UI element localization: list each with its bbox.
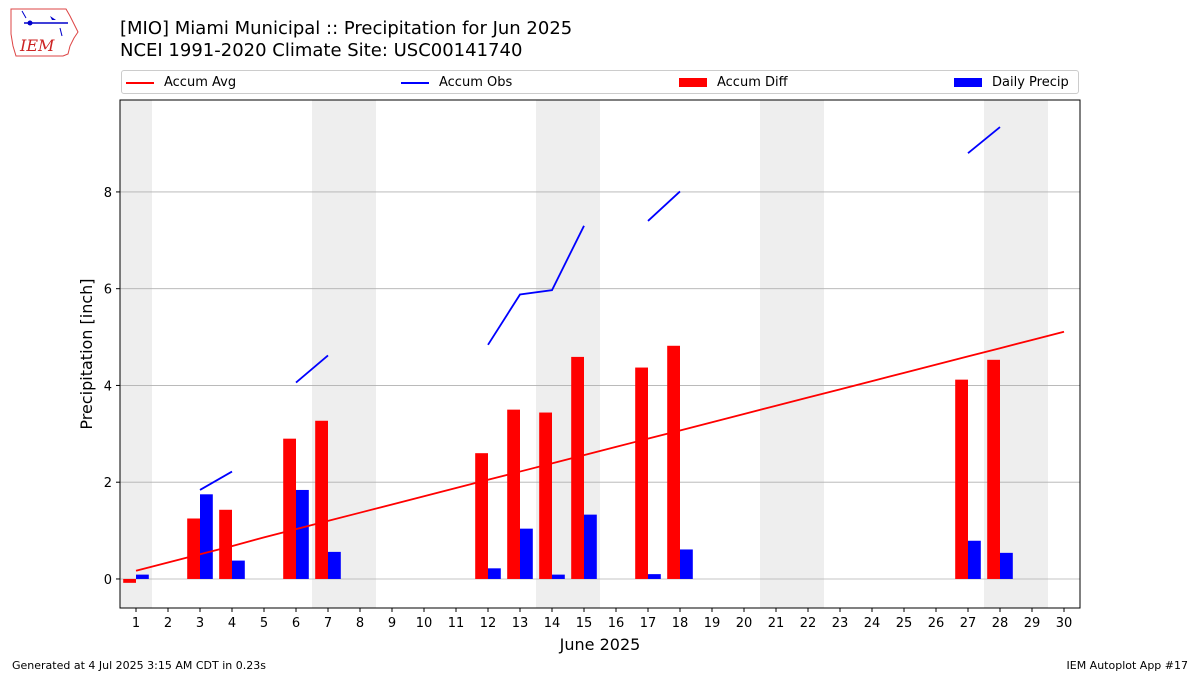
generated-timestamp: Generated at 4 Jul 2025 3:15 AM CDT in 0…	[12, 659, 266, 672]
daily-precip-bar	[680, 549, 693, 579]
chart-legend: Accum Avg Accum Obs Accum Diff Daily Pre…	[121, 70, 1079, 94]
x-tick-label: 18	[672, 616, 689, 631]
daily-precip-bar	[520, 528, 533, 579]
accum-diff-bar	[475, 453, 488, 579]
accum-avg-line	[135, 330, 1065, 572]
accum-diff-bar	[987, 359, 1000, 579]
y-tick-label: 4	[104, 379, 112, 394]
legend-label: Accum Diff	[717, 75, 788, 90]
x-tick-label: 27	[960, 616, 977, 631]
legend-swatch	[679, 78, 707, 87]
x-tick-label: 13	[512, 616, 529, 631]
daily-precip-bar	[232, 560, 245, 579]
x-tick-label: 10	[416, 616, 433, 631]
y-tick-label: 8	[104, 186, 112, 201]
legend-item-accum-diff: Accum Diff	[679, 74, 788, 92]
x-tick-label: 7	[324, 616, 332, 631]
legend-item-accum-avg: Accum Avg	[126, 74, 236, 92]
daily-precip-bar	[200, 494, 213, 579]
x-tick-label: 3	[196, 616, 204, 631]
daily-precip-bar	[584, 514, 597, 579]
x-tick-label: 16	[608, 616, 625, 631]
legend-label: Daily Precip	[992, 75, 1069, 90]
daily-precip-bar	[296, 489, 309, 579]
x-tick-label: 14	[544, 616, 561, 631]
title-line-1: [MIO] Miami Municipal :: Precipitation f…	[120, 18, 573, 39]
accum-obs-line	[967, 126, 1001, 154]
legend-item-daily-precip: Daily Precip	[954, 74, 1069, 92]
x-tick-label: 25	[896, 616, 913, 631]
accum-obs-line	[487, 225, 585, 346]
x-tick-label: 28	[992, 616, 1009, 631]
weekend-shade	[120, 100, 152, 608]
accum-obs-line	[295, 354, 329, 384]
iem-logo: IEM	[10, 8, 79, 57]
title-line-2: NCEI 1991-2020 Climate Site: USC00141740	[120, 40, 523, 61]
x-tick-label: 11	[448, 616, 465, 631]
x-tick-label: 29	[1024, 616, 1041, 631]
daily-precip-bar	[136, 574, 149, 579]
accum-diff-bar	[507, 409, 520, 579]
app-credit: IEM Autoplot App #17	[1066, 659, 1189, 672]
chart-title: [MIO] Miami Municipal :: Precipitation f…	[120, 18, 572, 62]
x-tick-label: 24	[864, 616, 881, 631]
x-tick-label: 22	[800, 616, 817, 631]
accum-obs-line	[647, 190, 681, 222]
daily-precip-bar	[968, 540, 981, 579]
x-tick-label: 21	[768, 616, 785, 631]
x-axis-label: June 2025	[559, 635, 641, 654]
accum-diff-bar	[635, 367, 648, 579]
legend-label: Accum Avg	[164, 75, 237, 90]
daily-precip-bar	[488, 568, 501, 579]
y-tick-label: 6	[104, 283, 112, 298]
y-tick-label: 0	[104, 573, 112, 588]
legend-label: Accum Obs	[439, 75, 513, 90]
x-tick-label: 9	[388, 616, 396, 631]
y-tick-label: 2	[104, 476, 112, 491]
accum-diff-bar	[667, 345, 680, 579]
accum-diff-bar	[955, 379, 968, 579]
daily-precip-bar	[648, 574, 661, 579]
accum-diff-bar	[571, 356, 584, 579]
accum-diff-bar	[315, 420, 328, 579]
x-tick-label: 5	[260, 616, 268, 631]
x-tick-label: 23	[832, 616, 849, 631]
legend-item-accum-obs: Accum Obs	[401, 74, 512, 92]
plot-area	[119, 99, 1081, 609]
x-tick-label: 8	[356, 616, 364, 631]
accum-diff-bar	[219, 509, 232, 579]
x-tick-label: 6	[292, 616, 300, 631]
iowa-state-outline	[10, 8, 79, 57]
x-tick-label: 15	[576, 616, 593, 631]
x-tick-label: 1	[132, 616, 140, 631]
accum-diff-bar	[123, 578, 136, 583]
weekend-shade	[760, 100, 824, 608]
legend-swatch	[401, 81, 429, 84]
x-tick-label: 30	[1056, 616, 1073, 631]
x-tick-label: 26	[928, 616, 945, 631]
x-tick-label: 17	[640, 616, 657, 631]
accum-obs-line	[199, 470, 233, 491]
y-axis-label: Precipitation [inch]	[77, 278, 96, 429]
logo-text: IEM	[19, 36, 55, 55]
daily-precip-bar	[552, 574, 565, 579]
legend-swatch	[954, 78, 982, 87]
x-tick-label: 2	[164, 616, 172, 631]
accum-diff-bar	[539, 412, 552, 579]
x-tick-label: 12	[480, 616, 497, 631]
x-tick-label: 4	[228, 616, 236, 631]
x-tick-label: 19	[704, 616, 721, 631]
accum-diff-bar	[283, 438, 296, 579]
daily-precip-bar	[328, 551, 341, 579]
legend-swatch	[126, 81, 154, 84]
x-tick-label: 20	[736, 616, 753, 631]
daily-precip-bar	[1000, 552, 1013, 579]
accum-diff-bar	[187, 518, 200, 579]
